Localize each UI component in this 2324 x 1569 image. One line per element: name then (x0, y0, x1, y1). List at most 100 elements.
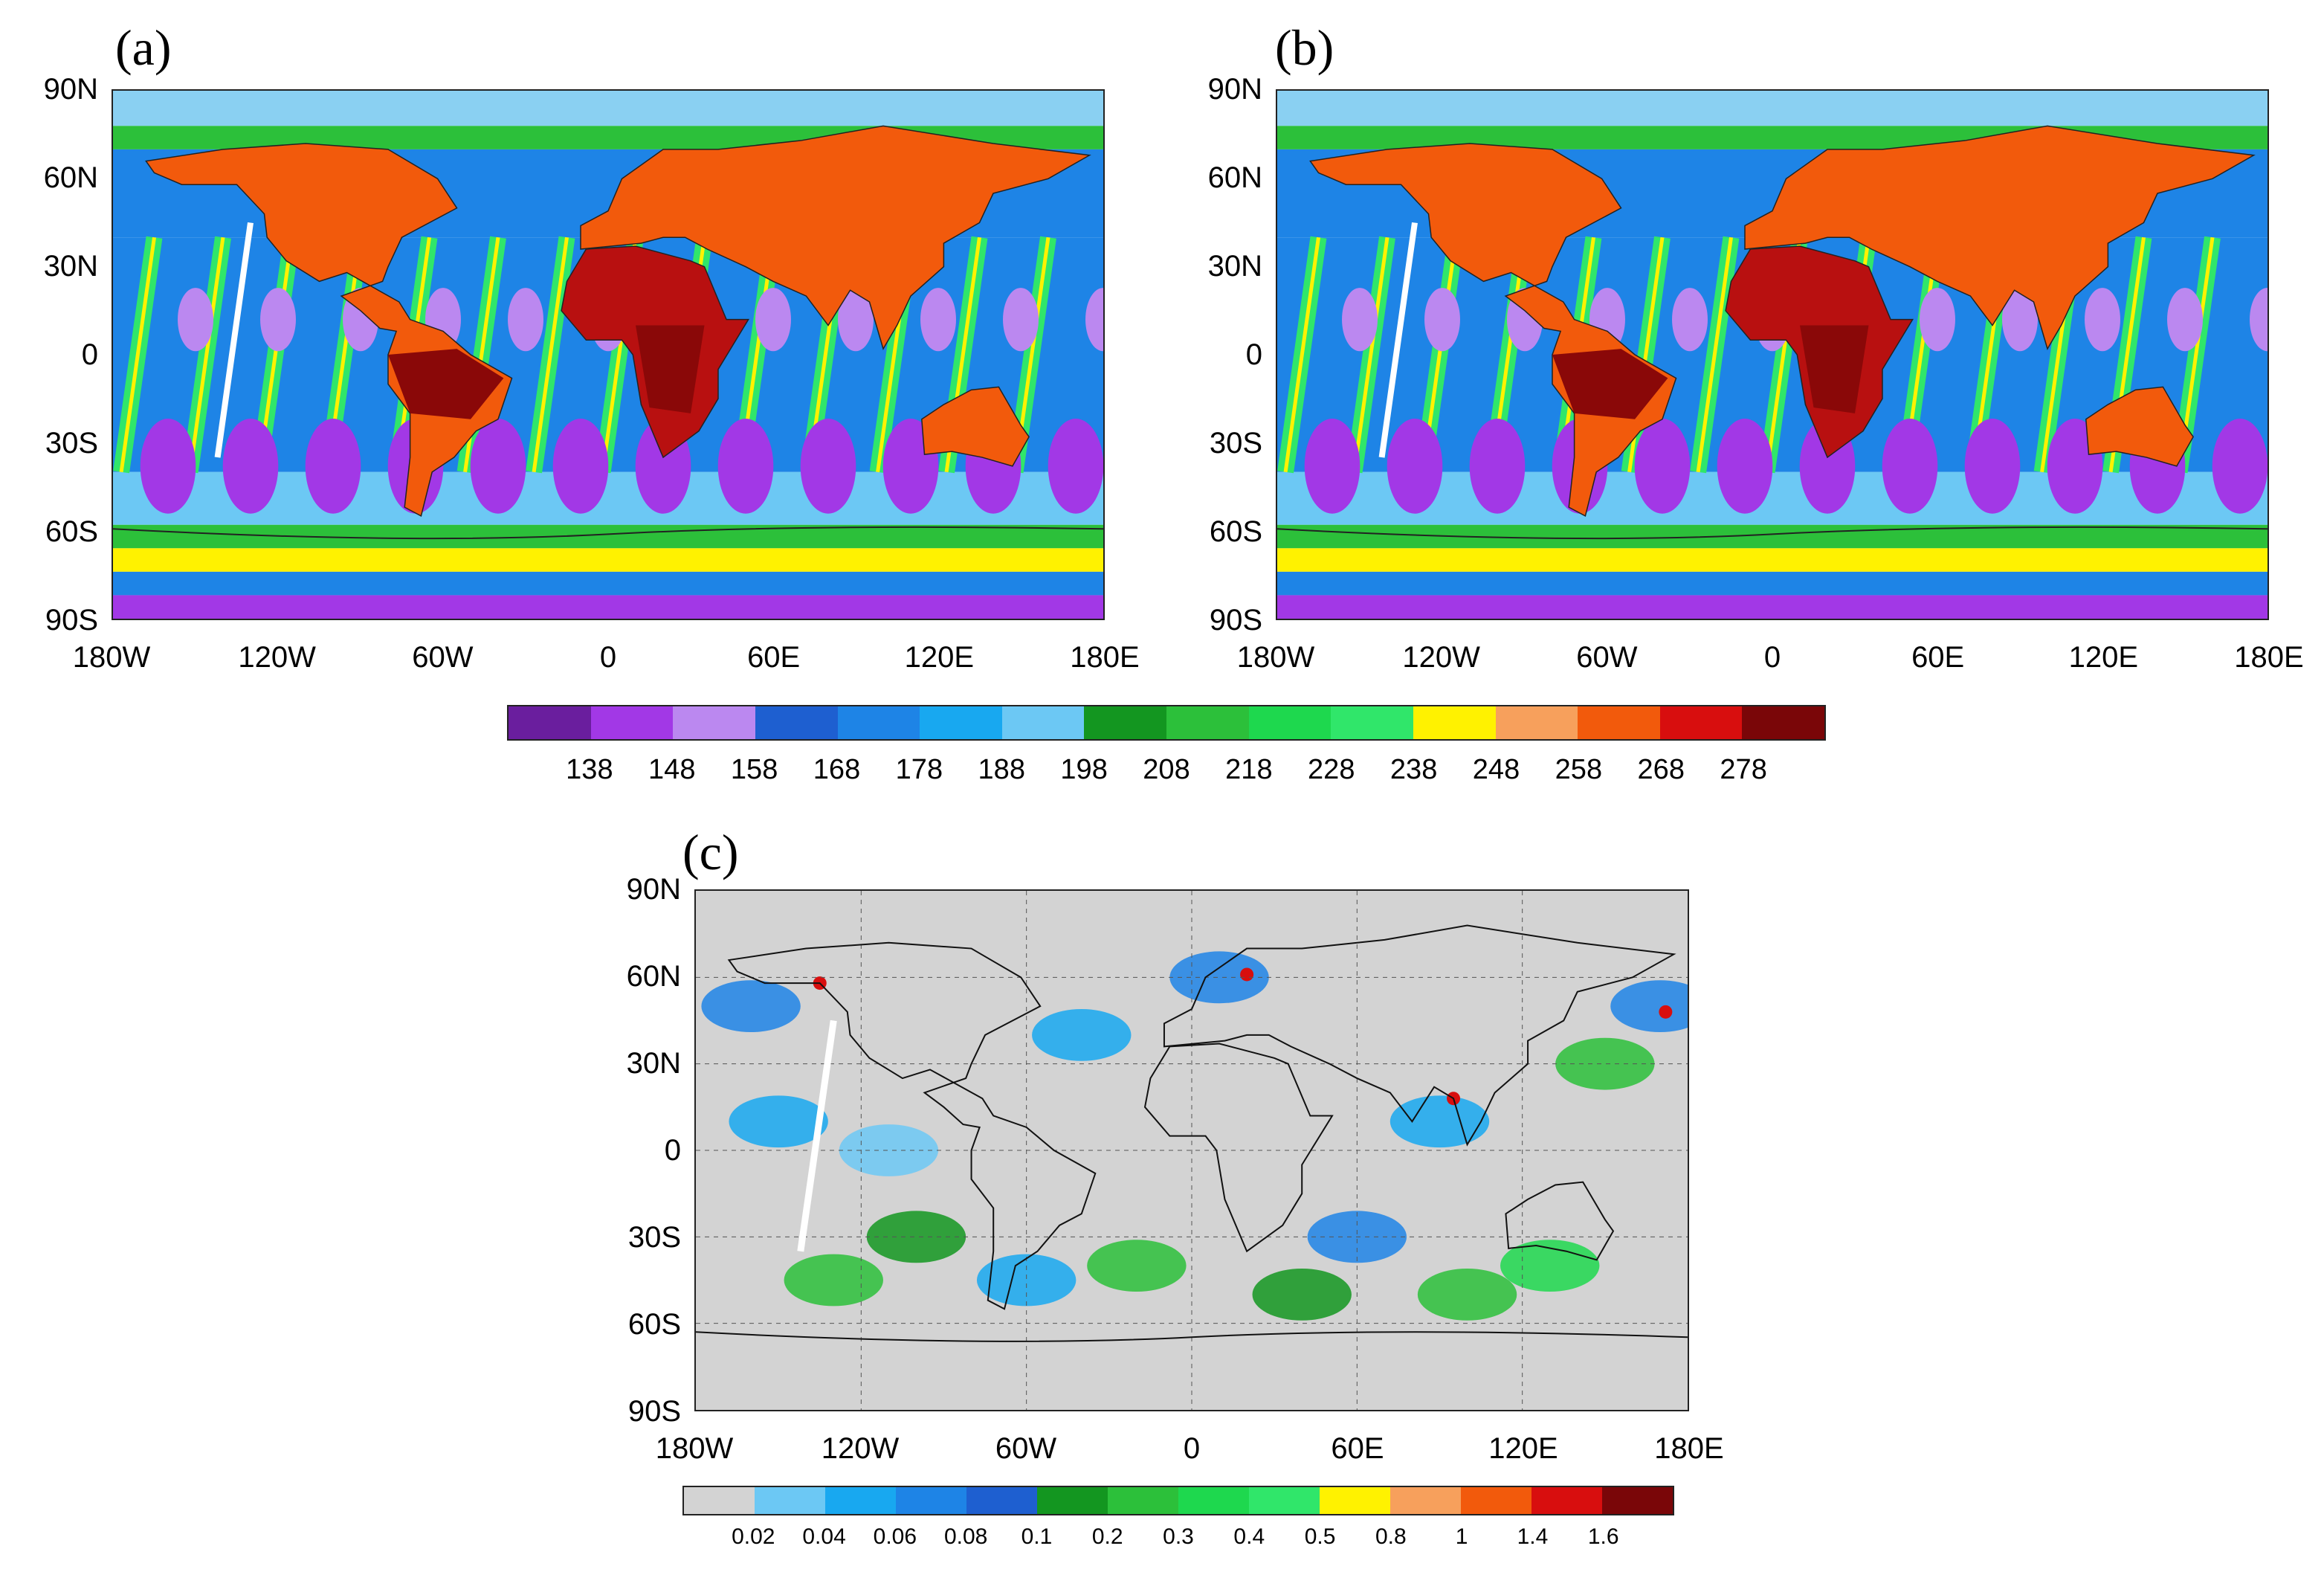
colorbar-swatch (1108, 1487, 1178, 1514)
colorbar-swatch (1659, 706, 1743, 739)
lat-tick-label: 30S (627, 1221, 681, 1254)
lon-tick-label: 120E (904, 641, 975, 674)
colorbar-difference (682, 1486, 1674, 1515)
colorbar-tick-label: 238 (1389, 754, 1438, 785)
colorbar-tick-label: 268 (1637, 754, 1685, 785)
map-panel-a-brightness-temperature (112, 89, 1105, 620)
colorbar-tick-label: 0.5 (1304, 1524, 1336, 1549)
colorbar-swatch (1390, 1487, 1461, 1514)
colorbar-swatch (837, 706, 920, 739)
lat-tick-label: 60S (627, 1308, 681, 1341)
lon-tick-label: 120E (2068, 641, 2139, 674)
colorbar-tick-label: 1.4 (1517, 1524, 1549, 1549)
colorbar-tick-label: 178 (895, 754, 943, 785)
colorbar-swatch (1320, 1487, 1390, 1514)
lat-tick-label: 30N (626, 1047, 681, 1080)
colorbar-tick-label: 0.2 (1091, 1524, 1123, 1549)
colorbar-tick-label: 248 (1472, 754, 1520, 785)
colorbar-tick-label: 0.4 (1233, 1524, 1265, 1549)
colorbar-swatch (1531, 1487, 1602, 1514)
lon-tick-label: 180W (1236, 641, 1315, 674)
lon-tick-label: 120E (1488, 1432, 1558, 1465)
colorbar-tick-label: 0.1 (1021, 1524, 1053, 1549)
colorbar-swatch (1249, 1487, 1320, 1514)
lat-tick-label: 0 (1245, 338, 1262, 371)
lon-tick-label: 60W (1576, 641, 1638, 674)
colorbar-swatch (1413, 706, 1496, 739)
lat-tick-label: 60S (45, 515, 98, 548)
colorbar-tick-label: 198 (1060, 754, 1108, 785)
lon-tick-label: 180E (1070, 641, 1140, 674)
lon-tick-label: 60W (412, 641, 474, 674)
panel-label-c: (c) (682, 824, 739, 880)
lat-tick-label: 90S (45, 604, 98, 637)
lat-tick-label: 60S (1209, 515, 1262, 548)
colorbar-swatch (1742, 706, 1824, 739)
colorbar-tick-label: 1.6 (1587, 1524, 1619, 1549)
lat-tick-label: 0 (81, 338, 98, 371)
colorbar-tick-label: 1 (1455, 1524, 1468, 1549)
colorbar-swatch (1001, 706, 1085, 739)
map-panel-b-brightness-temperature (1276, 89, 2269, 620)
colorbar-tick-label: 218 (1225, 754, 1273, 785)
lon-tick-label: 180E (1654, 1432, 1724, 1465)
lon-tick-label: 0 (1763, 641, 1781, 674)
colorbar-swatch (1248, 706, 1332, 739)
colorbar-tick-label: 188 (978, 754, 1025, 785)
colorbar-tick-label: 138 (566, 754, 613, 785)
colorbar-swatch (825, 1487, 896, 1514)
colorbar-tick-label: 0.02 (732, 1524, 775, 1549)
lat-tick-label: 90S (1209, 604, 1262, 637)
colorbar-swatch (755, 1487, 825, 1514)
lat-tick-label: 90S (627, 1395, 681, 1428)
colorbar-tick-label: 278 (1720, 754, 1767, 785)
lat-tick-label: 60N (626, 960, 681, 993)
colorbar-tick-label: 0.06 (873, 1524, 917, 1549)
colorbar-tick-label: 0.3 (1163, 1524, 1194, 1549)
colorbar-swatch (673, 706, 755, 739)
lat-tick-label: 30S (45, 427, 98, 460)
colorbar-swatch (1602, 1487, 1673, 1514)
colorbar-swatch (1178, 1487, 1249, 1514)
lat-tick-label: 60N (1207, 161, 1262, 194)
colorbar-swatch (1461, 1487, 1531, 1514)
colorbar-swatch (509, 706, 591, 739)
lon-tick-label: 60E (1331, 1432, 1384, 1465)
colorbar-tick-label: 0.08 (943, 1524, 988, 1549)
lat-tick-label: 90N (1207, 73, 1262, 106)
colorbar-tick-label: 0.8 (1375, 1524, 1407, 1549)
difference-map-graphic (696, 891, 1688, 1410)
lon-tick-label: 120W (1402, 641, 1480, 674)
colorbar-swatch (1037, 1487, 1108, 1514)
colorbar-swatch (966, 1487, 1037, 1514)
lon-tick-label: 0 (599, 641, 617, 674)
temperature-map-graphic (1277, 91, 2267, 619)
colorbar-swatch (1495, 706, 1578, 739)
lon-tick-label: 60W (995, 1432, 1057, 1465)
colorbar-swatch (896, 1487, 966, 1514)
lon-tick-label: 180E (2234, 641, 2304, 674)
lon-tick-label: 60E (747, 641, 801, 674)
map-panel-c-difference (694, 889, 1689, 1411)
lon-tick-label: 0 (1183, 1432, 1201, 1465)
colorbar-tick-label: 168 (813, 754, 861, 785)
colorbar-tick-label: 0.04 (802, 1524, 846, 1549)
lon-tick-label: 180W (72, 641, 151, 674)
lon-tick-label: 60E (1911, 641, 1965, 674)
lat-tick-label: 30N (43, 250, 98, 283)
colorbar-tick-label: 158 (730, 754, 778, 785)
colorbar-tick-label: 258 (1555, 754, 1603, 785)
colorbar-swatch (1084, 706, 1166, 739)
colorbar-swatch (920, 706, 1002, 739)
lon-tick-label: 180W (655, 1432, 734, 1465)
lon-tick-label: 120W (238, 641, 316, 674)
temperature-map-graphic (113, 91, 1103, 619)
colorbar-swatch (590, 706, 674, 739)
colorbar-swatch (1578, 706, 1660, 739)
colorbar-tick-label: 228 (1308, 754, 1355, 785)
colorbar-temperature (507, 705, 1826, 741)
lat-tick-label: 30S (1209, 427, 1262, 460)
lat-tick-label: 90N (43, 73, 98, 106)
lat-tick-label: 90N (626, 873, 681, 906)
panel-label-b: (b) (1275, 19, 1334, 76)
